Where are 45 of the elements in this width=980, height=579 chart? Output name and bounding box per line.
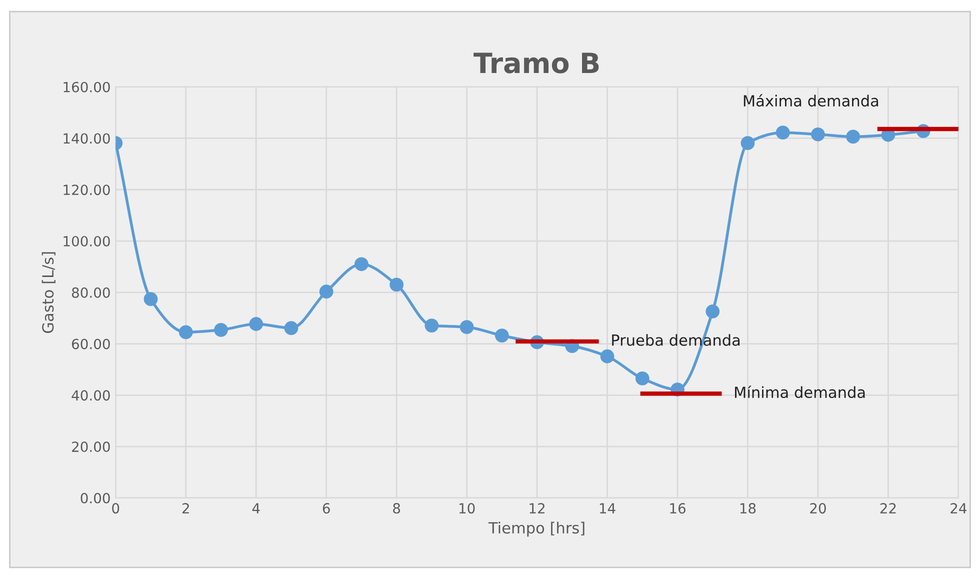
x-tick-label: 0 xyxy=(112,503,120,514)
y-tick-label: 0.00 xyxy=(80,492,110,504)
y-tick-label: 40.00 xyxy=(72,390,110,401)
point xyxy=(390,278,404,292)
point xyxy=(494,328,509,343)
point xyxy=(600,349,614,364)
y-axis-title: Gasto [L/s] xyxy=(42,252,56,333)
point xyxy=(706,304,720,318)
y-tick-label: 140.00 xyxy=(64,133,110,144)
point xyxy=(460,320,474,334)
x-tick-label: 24 xyxy=(950,503,966,514)
x-tick-label: 18 xyxy=(740,503,756,514)
x-tick-label: 10 xyxy=(459,503,475,514)
point xyxy=(354,257,368,272)
x-tick-label: 4 xyxy=(252,503,260,514)
point xyxy=(144,292,158,306)
x-tick-label: 8 xyxy=(393,503,400,514)
y-tick-label: 60.00 xyxy=(72,338,110,350)
point xyxy=(284,321,298,336)
x-tick-label: 12 xyxy=(530,503,544,514)
annotation: Mínima demanda xyxy=(735,386,865,398)
point xyxy=(635,372,650,386)
point xyxy=(811,127,825,142)
y-tick-label: 20.00 xyxy=(72,442,110,452)
x-axis-title: Tiempo [hrs] xyxy=(488,522,584,537)
point xyxy=(319,284,334,299)
x-tick-label: 20 xyxy=(810,503,826,514)
x-tick-label: 22 xyxy=(880,503,896,514)
y-tick-label: 120.00 xyxy=(64,184,110,196)
y-tick-label: 80.00 xyxy=(72,287,110,298)
x-tick-label: 16 xyxy=(670,503,686,514)
x-tick-label: 2 xyxy=(182,503,189,514)
point xyxy=(740,136,755,150)
annotation: Máxima demanda xyxy=(744,94,878,107)
y-tick-label: 100.00 xyxy=(64,236,110,246)
point xyxy=(214,322,228,337)
x-tick-label: 14 xyxy=(600,503,616,514)
point xyxy=(776,126,790,140)
point xyxy=(846,130,860,144)
point xyxy=(249,317,264,331)
chart-title: Tramo B xyxy=(474,52,599,74)
point xyxy=(178,325,193,340)
point xyxy=(424,318,439,332)
y-tick-label: 160.00 xyxy=(64,82,110,92)
x-tick-label: 6 xyxy=(322,503,330,514)
